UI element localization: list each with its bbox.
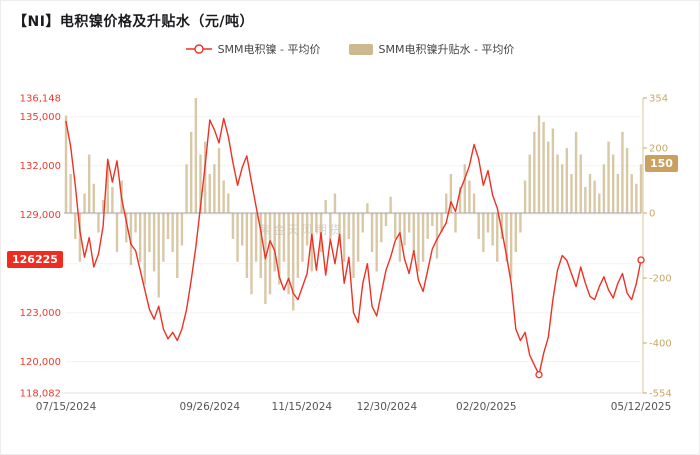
legend-price-label: SMM电积镍 - 平均价 xyxy=(217,43,321,56)
x-axis-label: 05/12/2025 xyxy=(611,401,672,413)
x-axis-label: 02/20/2025 xyxy=(456,401,517,413)
x-axis-label: 12/30/2024 xyxy=(357,401,418,413)
bar-marker-icon xyxy=(348,43,373,55)
legend: SMM电积镍 - 平均价 SMM电积镍升贴水 - 平均价 xyxy=(1,41,699,57)
y-axis-label-right: 354 xyxy=(649,94,668,105)
point-marker xyxy=(637,256,645,264)
y-axis-label-left: 123,000 xyxy=(20,308,61,319)
point-marker xyxy=(535,371,543,379)
y-axis-label-right: -200 xyxy=(649,274,672,285)
y-axis-label-left: 118,082 xyxy=(20,389,61,400)
y-axis-label-left: 135,000 xyxy=(20,112,61,123)
y-axis-label-right: -400 xyxy=(649,339,672,350)
x-axis-labels: 07/15/2024 09/26/2024 11/15/2024 12/30/2024… xyxy=(36,401,672,413)
line-marker-icon xyxy=(185,44,212,54)
legend-premium-label: SMM电积镍升贴水 - 平均价 xyxy=(378,43,515,56)
y-axis-label-right: -554 xyxy=(649,389,672,400)
x-axis-label: 09/26/2024 xyxy=(180,401,241,413)
y-axis-label-right: 0 xyxy=(649,209,655,220)
current-premium-badge: 150 xyxy=(645,155,678,173)
x-axis-label: 07/15/2024 xyxy=(36,401,97,413)
y-axis-label-left: 132,000 xyxy=(20,161,61,172)
y-axis-left-labels: 136,148135,000132,000129,000126,000123,0… xyxy=(20,94,61,400)
current-price-badge: 126225 xyxy=(7,251,63,269)
y-axis-right-labels: 354 200 0 -200 -400 -554 xyxy=(649,94,672,400)
y-axis-label-left: 136,148 xyxy=(20,94,61,105)
legend-item-premium[interactable]: SMM电积镍升贴水 - 平均价 xyxy=(348,41,515,57)
chart-title: 【NI】电积镍价格及升贴水（元/吨） xyxy=(13,14,255,30)
y-axis-label-right: 200 xyxy=(649,144,668,155)
price-line xyxy=(65,117,642,376)
y-axis-label-left: 120,000 xyxy=(20,357,61,368)
premium-bars xyxy=(64,98,643,311)
x-axis-label: 11/15/2024 xyxy=(272,401,333,413)
y-axis-label-left: 129,000 xyxy=(20,210,61,221)
legend-item-price[interactable]: SMM电积镍 - 平均价 xyxy=(185,41,321,57)
